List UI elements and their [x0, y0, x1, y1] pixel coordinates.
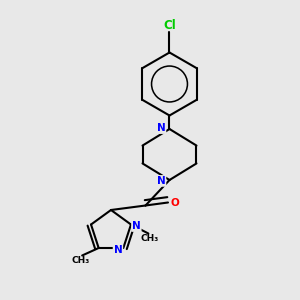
- Text: N: N: [157, 123, 166, 133]
- Text: O: O: [170, 197, 179, 208]
- Text: N: N: [114, 245, 122, 255]
- Text: N: N: [132, 221, 141, 231]
- Text: CH₃: CH₃: [141, 234, 159, 243]
- Text: N: N: [157, 176, 166, 186]
- Text: CH₃: CH₃: [71, 256, 90, 266]
- Text: Cl: Cl: [163, 19, 176, 32]
